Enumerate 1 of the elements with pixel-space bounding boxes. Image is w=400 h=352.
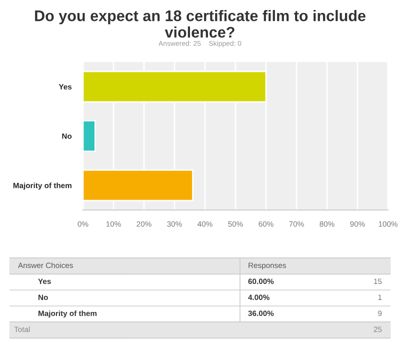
chart-title: Do you expect an 18 certificate film to include violence? — [35, 10, 366, 38]
